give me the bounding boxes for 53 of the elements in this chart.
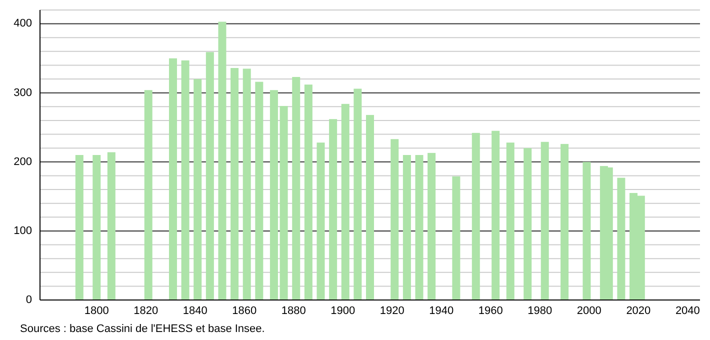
- y-tick-label: 100: [14, 224, 32, 237]
- bar: [524, 148, 532, 300]
- bar: [270, 90, 278, 300]
- bar: [292, 76, 300, 300]
- bar: [415, 155, 424, 300]
- bar: [75, 155, 84, 300]
- bar: [181, 60, 190, 300]
- bar: [402, 155, 411, 300]
- x-tick-label: 1820: [134, 305, 158, 317]
- bar: [242, 68, 251, 300]
- x-tick-label: 1980: [528, 305, 552, 317]
- bar: [280, 106, 288, 300]
- bar: [472, 132, 480, 300]
- bar: [617, 178, 626, 300]
- x-tick-label: 2020: [626, 305, 651, 317]
- x-tick-label: 2000: [576, 305, 602, 317]
- bar: [218, 22, 226, 300]
- bar: [206, 52, 214, 300]
- bar: [107, 152, 116, 300]
- y-tick-label: 400: [14, 18, 32, 30]
- bar: [452, 176, 460, 300]
- bar: [492, 130, 500, 300]
- bar: [341, 104, 350, 300]
- bar: [230, 68, 239, 300]
- bar: [144, 90, 152, 300]
- y-tick-label: 300: [14, 86, 32, 99]
- x-tick-label: 1800: [84, 305, 109, 317]
- bar: [582, 162, 591, 300]
- bar: [428, 152, 436, 300]
- bar: [92, 155, 101, 300]
- x-tick-label: 2040: [675, 305, 700, 317]
- bar: [304, 84, 312, 300]
- bar: [354, 88, 362, 300]
- y-tick-label: 0: [26, 294, 32, 306]
- bar: [560, 144, 569, 300]
- x-tick-label: 1960: [478, 305, 503, 317]
- bar: [194, 79, 202, 300]
- y-tick-label: 200: [14, 156, 32, 168]
- bar: [506, 142, 514, 300]
- bar: [540, 142, 549, 300]
- x-tick-label: 1920: [380, 305, 404, 317]
- bar: [168, 58, 177, 300]
- x-tick-label: 1840: [182, 305, 208, 317]
- bar: [316, 142, 325, 300]
- bar: [255, 82, 264, 300]
- x-tick-label: 1900: [330, 305, 356, 317]
- x-tick-label: 1880: [281, 305, 306, 317]
- source-note: Sources : base Cassini de l'EHESS et base Insee.: [20, 323, 265, 335]
- x-tick-label: 1940: [429, 305, 454, 317]
- x-tick-label: 1860: [232, 305, 257, 317]
- bar: [329, 119, 338, 300]
- bar: [390, 139, 399, 300]
- bar: [366, 114, 374, 300]
